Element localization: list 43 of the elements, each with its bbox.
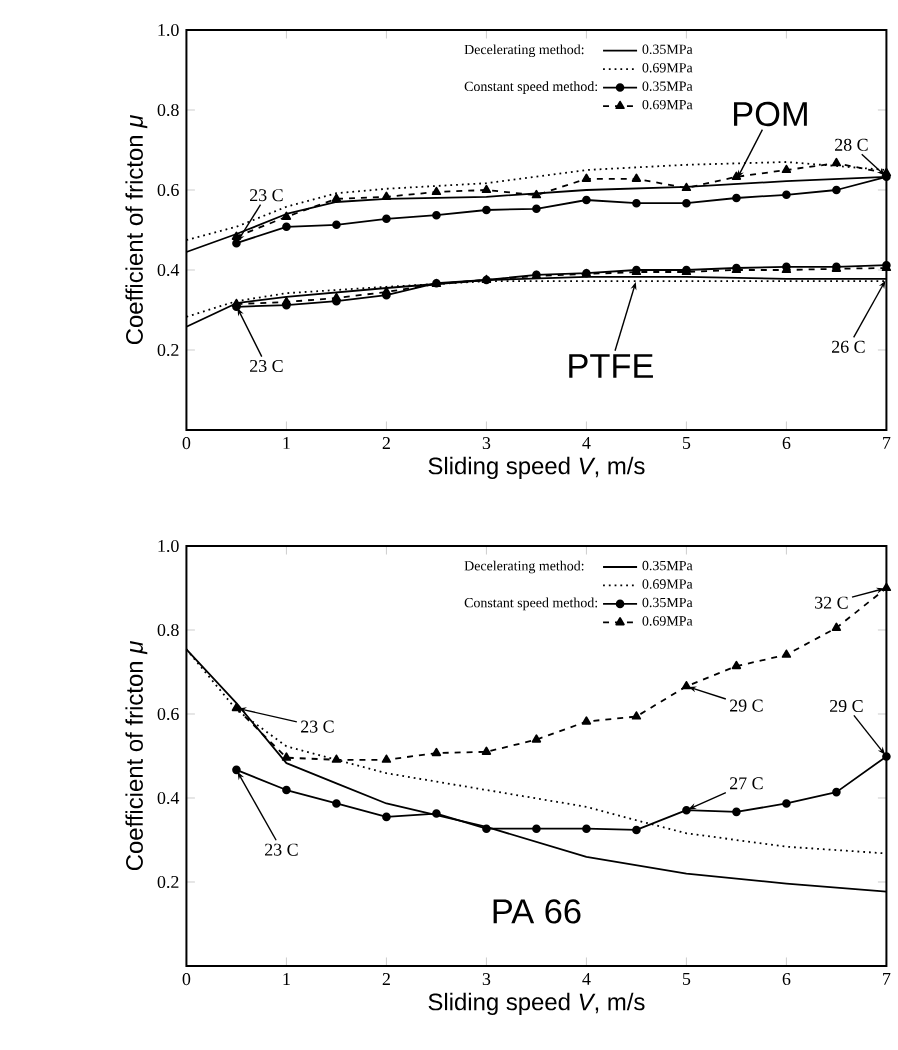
x-axis-title: Sliding speed V, m/s <box>428 992 645 1016</box>
y-tick-label: 0.4 <box>157 263 179 277</box>
annotation: 29 C <box>729 699 763 712</box>
x-tick-label: 3 <box>482 437 491 450</box>
annotation: 23 C <box>249 189 283 202</box>
x-tick-label: 6 <box>782 437 791 450</box>
x-tick-label: 0 <box>182 973 191 986</box>
x-tick-label: 4 <box>582 437 591 449</box>
x-tick-label: 1 <box>283 437 290 449</box>
annotation: 28 C <box>834 138 868 151</box>
y-tick-label: 1.0 <box>158 23 179 37</box>
x-tick-label: 5 <box>682 437 690 449</box>
y-tick-label: 0.6 <box>157 707 179 721</box>
x-tick-label: 4 <box>582 973 591 985</box>
x-tick-label: 7 <box>882 437 891 449</box>
annotation: 29 C <box>829 699 863 713</box>
annotation: 23 C <box>264 843 298 856</box>
x-tick-label: 6 <box>782 973 791 986</box>
x-tick-label: 3 <box>482 973 491 986</box>
annotation: 23 C <box>249 359 283 373</box>
x-tick-label: 2 <box>382 973 390 985</box>
y-tick-label: 0.6 <box>157 183 179 197</box>
y-tick-label: 0.8 <box>157 623 179 637</box>
annotation: 26 C <box>831 340 865 353</box>
x-tick-label: 2 <box>382 437 390 449</box>
y-tick-label: 0.4 <box>157 791 179 805</box>
y-tick-label: 0.8 <box>157 103 179 117</box>
y-axis-title: Coefficient of fricton μ <box>125 115 148 345</box>
annotation: 23 C <box>300 720 334 733</box>
annotation: 32 C <box>814 596 848 609</box>
annotation: PTFE <box>569 354 653 378</box>
x-tick-label: 0 <box>182 437 191 450</box>
y-tick-label: 0.2 <box>157 875 179 889</box>
x-tick-label: 1 <box>283 973 290 985</box>
x-axis-title: Sliding speed V, m/s <box>428 456 645 480</box>
text: PA 66 <box>493 899 581 924</box>
y-tick-label: 1.0 <box>158 539 179 553</box>
y-axis-title: Coefficient of fricton μ <box>125 641 148 871</box>
x-tick-label: 7 <box>882 973 891 985</box>
annotation: POM <box>733 101 807 127</box>
x-tick-label: 5 <box>682 973 690 985</box>
annotation: 27 C <box>729 777 763 790</box>
y-tick-label: 0.2 <box>157 343 179 357</box>
